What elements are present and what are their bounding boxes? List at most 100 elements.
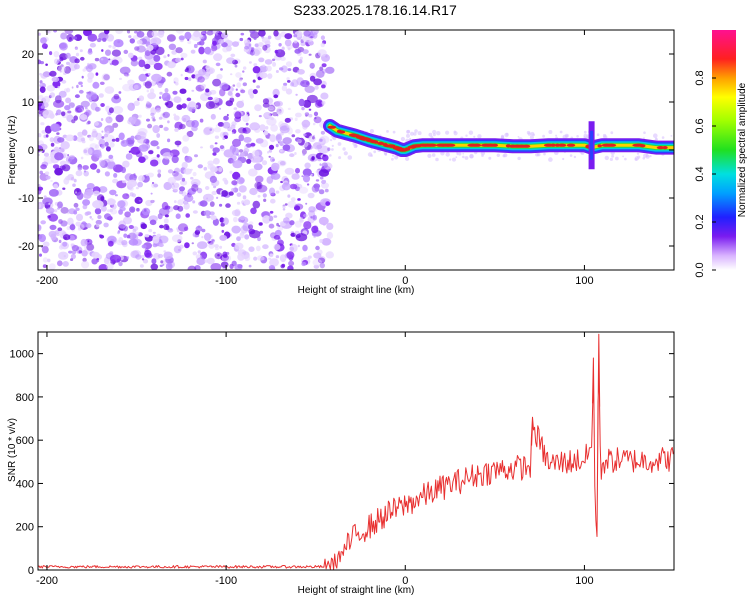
noise-blob — [73, 202, 79, 208]
noise-blob — [270, 124, 278, 132]
noise-blob — [48, 213, 59, 222]
x-tick-label: -200 — [36, 275, 58, 287]
noise-blob — [129, 186, 134, 191]
noise-blob — [222, 137, 226, 140]
noise-blob — [48, 202, 51, 205]
noise-blob — [304, 162, 311, 169]
noise-blob — [192, 210, 198, 214]
noise-blob — [167, 138, 171, 143]
ridge-peak — [377, 141, 384, 145]
noise-blob — [99, 234, 102, 238]
noise-blob — [92, 81, 100, 89]
noise-blob — [118, 91, 122, 94]
noise-blob — [303, 133, 307, 137]
noise-blob — [98, 186, 108, 193]
noise-blob — [102, 37, 107, 42]
noise-blob — [236, 100, 245, 108]
noise-blob — [191, 33, 202, 41]
noise-blob — [197, 164, 203, 169]
halo-speck — [573, 155, 577, 159]
noise-blob — [244, 45, 250, 50]
noise-blob — [95, 107, 101, 112]
noise-blob — [87, 134, 92, 138]
noise-blob — [318, 189, 325, 195]
noise-blob — [321, 179, 326, 185]
noise-blob — [285, 88, 293, 95]
ridge-peak — [472, 143, 482, 147]
noise-blob — [59, 148, 65, 153]
noise-blob — [163, 250, 167, 253]
noise-blob — [325, 66, 335, 74]
noise-blob — [282, 208, 286, 211]
noise-blob — [119, 77, 122, 80]
halo-speck — [502, 154, 506, 158]
noise-blob — [320, 92, 329, 100]
noise-blob — [54, 95, 62, 104]
noise-blob — [99, 81, 105, 86]
noise-blob — [322, 209, 326, 212]
noise-blob — [219, 234, 228, 241]
noise-blob — [319, 176, 324, 180]
halo-speck — [653, 133, 658, 138]
noise-blob — [311, 225, 319, 234]
noise-blob — [209, 201, 215, 207]
noise-blob — [268, 265, 275, 270]
noise-blob — [181, 146, 189, 154]
noise-blob — [320, 130, 325, 135]
noise-blob — [308, 53, 312, 56]
noise-blob — [39, 170, 43, 175]
noise-blob — [234, 242, 244, 250]
noise-blob — [142, 68, 147, 72]
noise-blob — [157, 253, 164, 259]
noise-blob — [91, 251, 100, 259]
noise-blob — [140, 223, 147, 230]
noise-blob — [96, 258, 100, 261]
noise-blob — [222, 253, 228, 259]
noise-blob — [310, 216, 313, 219]
noise-blob — [126, 75, 129, 78]
noise-blob — [288, 260, 295, 267]
noise-blob — [222, 46, 229, 53]
noise-blob — [60, 64, 64, 68]
noise-blob — [151, 30, 159, 37]
noise-blob — [75, 207, 80, 211]
noise-blob — [96, 38, 102, 43]
noise-blob — [295, 167, 300, 174]
noise-blob — [234, 111, 242, 120]
noise-blob — [195, 225, 203, 232]
halo-speck — [670, 135, 673, 137]
noise-blob — [308, 113, 313, 118]
noise-blob — [321, 84, 326, 89]
spectrogram-x-axis-label: Height of straight line (km) — [298, 285, 415, 296]
noise-blob — [56, 233, 60, 237]
noise-blob — [293, 34, 298, 38]
noise-blob — [244, 254, 251, 262]
noise-blob — [269, 134, 277, 143]
noise-blob — [258, 30, 266, 37]
noise-blob — [210, 113, 216, 120]
noise-blob — [152, 231, 156, 234]
noise-blob — [139, 264, 144, 268]
noise-blob — [203, 84, 206, 87]
noise-blob — [262, 98, 270, 105]
noise-blob — [98, 93, 104, 98]
noise-blob — [126, 30, 131, 34]
noise-blob — [209, 128, 213, 131]
noise-blob — [261, 256, 265, 261]
noise-blob — [85, 64, 93, 73]
noise-blob — [133, 100, 140, 107]
noise-blob — [229, 97, 235, 103]
halo-speck — [542, 134, 545, 138]
ridge-peak — [327, 125, 337, 129]
halo-speck — [624, 157, 627, 161]
noise-blob — [138, 56, 143, 61]
noise-blob — [150, 159, 159, 167]
noise-blob — [130, 59, 139, 67]
colorbar-tick-label: 0.4 — [694, 166, 706, 181]
noise-blob — [253, 49, 260, 57]
noise-blob — [259, 230, 264, 234]
noise-blob — [252, 200, 261, 209]
noise-blob — [131, 193, 136, 198]
noise-blob — [105, 49, 111, 56]
noise-blob — [38, 114, 42, 117]
